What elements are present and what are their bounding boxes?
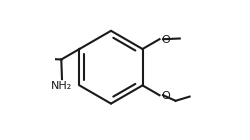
- Text: NH₂: NH₂: [51, 81, 72, 91]
- Text: O: O: [161, 91, 170, 101]
- Text: O: O: [161, 35, 170, 45]
